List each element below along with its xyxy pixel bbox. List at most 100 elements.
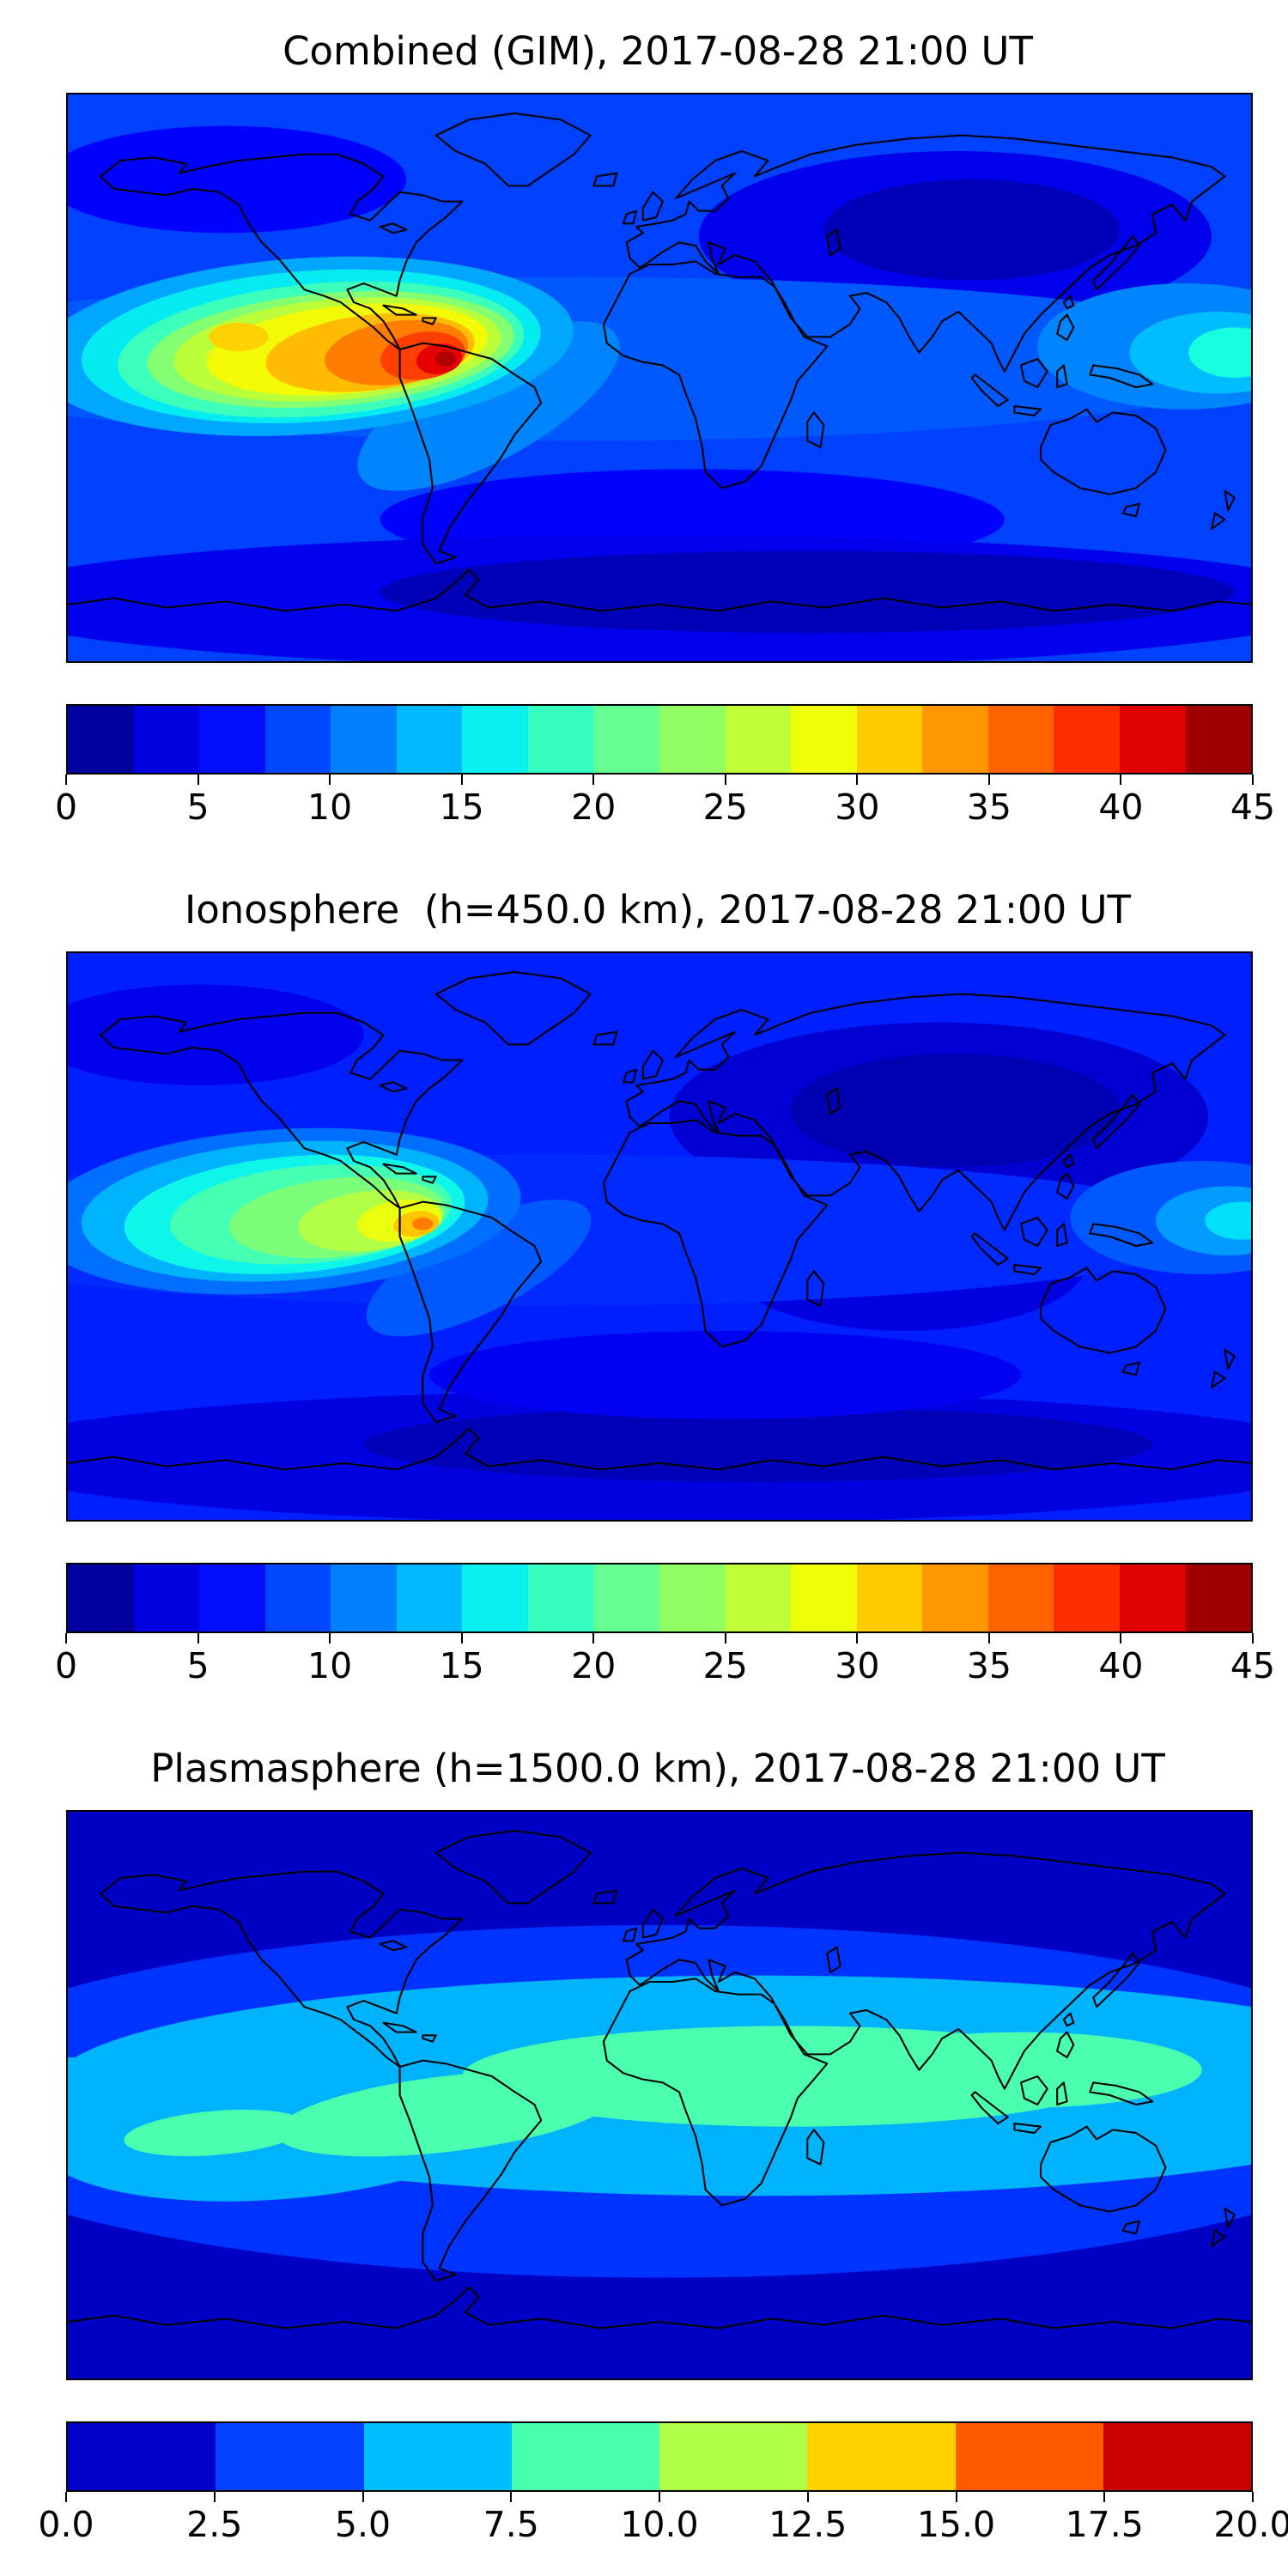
contour-level	[791, 1054, 1120, 1168]
colorbar-segment	[133, 705, 200, 773]
colorbar-tick-label: 45	[1230, 786, 1276, 828]
colorbar-segment	[331, 1564, 397, 1631]
colorbar-segment	[659, 705, 726, 773]
contour-level	[434, 350, 457, 367]
colorbar-tick-label: 20	[571, 786, 617, 828]
colorbar-segment	[593, 705, 660, 773]
colorbar-tick-mark	[1252, 2491, 1254, 2502]
contour-level	[68, 125, 407, 234]
colorbar-segment	[725, 1564, 792, 1631]
colorbar-tick-label: 40	[1098, 1644, 1144, 1686]
colorbar-segment	[68, 705, 134, 773]
colorbar-tick-mark	[856, 774, 859, 785]
contour-level	[1205, 1201, 1251, 1240]
colorbar-tick-mark	[1120, 1632, 1122, 1643]
contour-level	[124, 2109, 308, 2156]
colorbar-segment	[363, 2422, 512, 2490]
colorbar-tick-label: 25	[702, 1644, 748, 1686]
colorbar-segment	[856, 705, 923, 773]
colorbar-segment	[462, 705, 528, 773]
colorbar-tick-mark	[361, 2491, 364, 2502]
contour-level	[68, 984, 364, 1085]
colorbar-tick-mark	[197, 1632, 199, 1643]
colorbar-segment	[659, 2422, 808, 2490]
contour-level	[1188, 327, 1251, 378]
colorbar-tick-label: 12.5	[769, 2503, 848, 2545]
colorbar-segment	[987, 705, 1054, 773]
colorbar-segment	[593, 1564, 660, 1631]
colorbar-tick-label: 35	[966, 786, 1012, 828]
colorbar-segment	[462, 1564, 528, 1631]
colorbar-segment	[1120, 705, 1186, 773]
colorbar-tick-label: 15.0	[916, 2503, 996, 2545]
colorbar-tick-label: 0.0	[38, 2503, 94, 2545]
contour-map-svg	[68, 952, 1251, 1520]
contour-fill-layers	[68, 952, 1251, 1520]
map-plasmasphere	[66, 1809, 1253, 2380]
colorbar-tick-label: 25	[702, 786, 748, 828]
colorbar-segment	[1120, 1564, 1186, 1631]
colorbar-segment	[791, 1564, 857, 1631]
map-ionosphere	[66, 951, 1253, 1522]
contour-level	[366, 1199, 592, 1336]
colorbar-tick-mark	[329, 774, 331, 785]
colorbar-segment	[725, 705, 792, 773]
colorbar-segment	[264, 705, 331, 773]
colorbar-tick-label: 15	[439, 1644, 484, 1686]
colorbar-tick-mark	[65, 1632, 67, 1643]
colorbar-tick-mark	[856, 1632, 859, 1643]
colorbar-segment	[1054, 705, 1120, 773]
colorbar-tick-label: 20	[571, 1644, 617, 1686]
colorbar-ionosphere	[66, 1562, 1253, 1633]
contour-level	[380, 550, 1235, 633]
colorbar-tick-label: 35	[966, 1644, 1012, 1686]
panel-title-plasmasphere: Plasmasphere (h=1500.0 km), 2017-08-28 2…	[150, 1746, 1165, 1791]
colorbar-tick-label: 45	[1230, 1644, 1276, 1686]
colorbar-segment	[511, 2422, 659, 2490]
colorbar-tick-mark	[1103, 2491, 1106, 2502]
colorbar-tick-label: 0	[54, 786, 78, 828]
contour-fill-layers	[68, 1811, 1251, 2379]
colorbar-combined	[66, 703, 1253, 775]
colorbar-tick-label: 20.0	[1213, 2503, 1288, 2545]
colorbar-tick-label: 30	[835, 1644, 880, 1686]
contour-level	[429, 1330, 1022, 1419]
colorbar-tick-mark	[1252, 1632, 1254, 1643]
panel-plasmasphere: Plasmasphere (h=1500.0 km), 2017-08-28 2…	[0, 1717, 1288, 2576]
colorbar-segment	[527, 1564, 594, 1631]
colorbar-ticks-combined: 0 5 10 15 20 25 30 35 40 45	[55, 774, 1275, 840]
colorbar-segment	[216, 2422, 364, 2490]
map-combined	[66, 92, 1253, 663]
colorbar-tick-mark	[659, 2491, 660, 2502]
colorbar-ticks-ionosphere: 0 5 10 15 20 25 30 35 40 45	[55, 1632, 1275, 1698]
contour-level	[412, 1217, 434, 1230]
colorbar-tick-label: 7.5	[483, 2503, 539, 2545]
colorbar-segment	[1185, 1564, 1252, 1631]
panel-title-combined: Combined (GIM), 2017-08-28 21:00 UT	[283, 28, 1033, 74]
colorbar-segment	[955, 2422, 1103, 2490]
colorbar-segment	[331, 705, 397, 773]
colorbar-tick-mark	[987, 774, 990, 785]
colorbar-segment	[264, 1564, 331, 1631]
colorbar-tick-mark	[592, 1632, 595, 1643]
contour-level	[209, 322, 269, 351]
colorbar-segment	[807, 2422, 956, 2490]
contour-map-svg	[68, 1811, 1251, 2379]
colorbar-segment	[1054, 1564, 1120, 1631]
colorbar-segment	[987, 1564, 1054, 1631]
colorbar-tick-mark	[1252, 774, 1254, 785]
colorbar-tick-label: 5	[186, 786, 210, 828]
colorbar-tick-label: 0	[54, 1644, 78, 1686]
colorbar-segment	[791, 705, 857, 773]
panel-title-ionosphere: Ionosphere (h=450.0 km), 2017-08-28 21:0…	[184, 887, 1132, 933]
colorbar-segment	[922, 1564, 988, 1631]
colorbar-segment	[133, 1564, 200, 1631]
colorbar-segment	[922, 705, 988, 773]
colorbar-tick-mark	[724, 1632, 726, 1643]
colorbar-segment	[856, 1564, 923, 1631]
colorbar-ticks-plasmasphere: 0.0 2.5 5.0 7.5 10.0 12.5 15.0 17.5 20.0	[38, 2491, 1288, 2557]
colorbar-tick-label: 15	[439, 786, 484, 828]
contour-level	[276, 2071, 616, 2157]
colorbar-tick-mark	[460, 1632, 463, 1643]
